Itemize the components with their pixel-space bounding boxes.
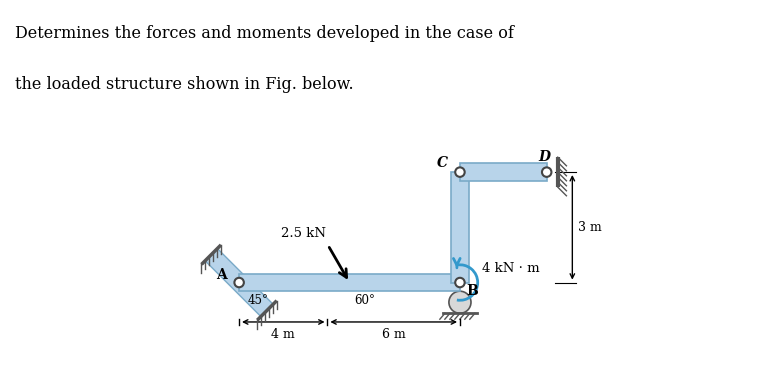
Polygon shape [239, 274, 460, 291]
Text: 6 m: 6 m [382, 328, 406, 341]
Polygon shape [205, 249, 273, 317]
Text: C: C [437, 156, 448, 170]
Circle shape [455, 278, 464, 287]
Text: 3 m: 3 m [578, 221, 602, 234]
Text: D: D [539, 150, 551, 164]
Text: A: A [217, 268, 228, 282]
Text: B: B [466, 284, 478, 298]
Text: 4 kN · m: 4 kN · m [481, 262, 539, 275]
Circle shape [455, 167, 464, 177]
Text: 4 m: 4 m [272, 328, 295, 341]
Circle shape [235, 278, 244, 287]
Text: Determines the forces and moments developed in the case of: Determines the forces and moments develo… [15, 25, 515, 42]
Polygon shape [451, 172, 468, 282]
Text: 45°: 45° [248, 294, 269, 307]
Polygon shape [460, 163, 546, 181]
Circle shape [449, 291, 471, 313]
Text: 60°: 60° [354, 294, 375, 307]
Circle shape [542, 167, 551, 177]
Text: 2.5 kN: 2.5 kN [281, 227, 326, 240]
Text: the loaded structure shown in Fig. below.: the loaded structure shown in Fig. below… [15, 76, 354, 93]
